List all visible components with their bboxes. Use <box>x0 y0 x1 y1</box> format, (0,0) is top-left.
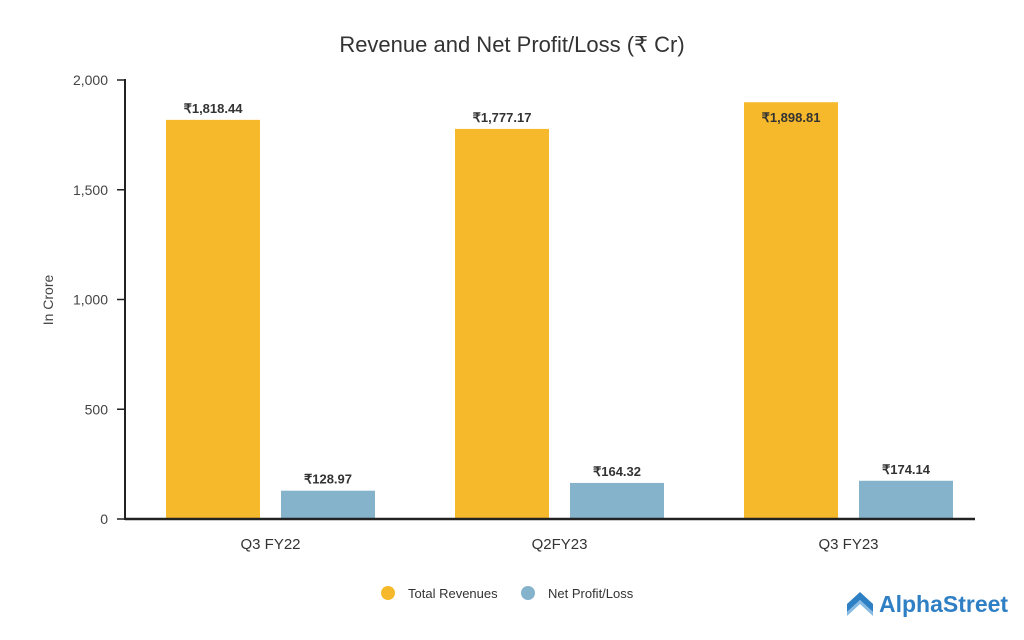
x-tick-label: Q3 FY23 <box>818 536 878 553</box>
x-tick-label: Q2FY23 <box>532 536 588 553</box>
legend-swatch <box>521 586 535 600</box>
bar-revenue <box>166 119 260 519</box>
y-tick-label: 0 <box>100 511 108 527</box>
data-label: ₹1,777.17 <box>473 110 532 125</box>
x-tick-label: Q3 FY22 <box>240 536 300 553</box>
y-tick-label: 1,000 <box>73 292 108 308</box>
data-label: ₹174.14 <box>882 462 931 477</box>
logo-chevron-icon <box>847 592 873 616</box>
alphastreet-logo: AlphaStreet <box>847 591 1008 617</box>
data-label: ₹1,818.44 <box>184 101 244 116</box>
legend: Total Revenues Net Profit/Loss <box>381 586 634 601</box>
bar-net-profit <box>281 490 375 519</box>
data-label: ₹1,898.81 <box>762 110 821 125</box>
y-tick-label: 1,500 <box>73 182 108 198</box>
bar-net-profit <box>859 480 953 519</box>
y-axis-label: In Crore <box>40 275 56 326</box>
legend-swatch <box>381 586 395 600</box>
data-label: ₹128.97 <box>304 472 352 487</box>
bar-revenue <box>455 128 549 519</box>
chart-title: Revenue and Net Profit/Loss (₹ Cr) <box>339 32 684 57</box>
bar-net-profit <box>570 482 664 519</box>
legend-label: Net Profit/Loss <box>548 586 634 601</box>
legend-label: Total Revenues <box>408 586 498 601</box>
data-label: ₹164.32 <box>593 464 641 479</box>
logo-text: AlphaStreet <box>879 591 1008 617</box>
y-tick-label: 2,000 <box>73 72 108 88</box>
bar-revenue <box>744 102 838 519</box>
y-tick-label: 500 <box>85 401 109 417</box>
